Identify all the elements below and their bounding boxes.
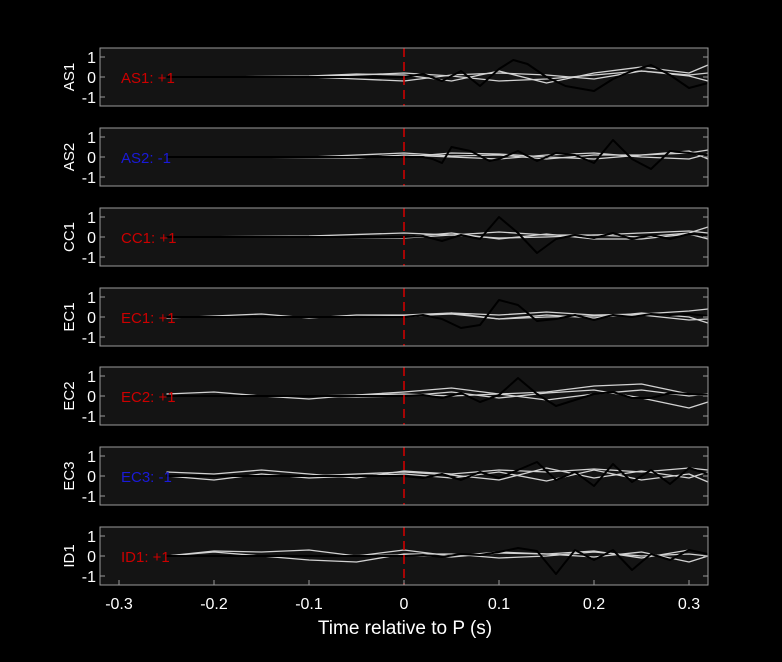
y-tick-label: 1 [87,529,96,546]
main-trace [166,547,709,575]
x-tick-label: 0.1 [488,596,510,613]
station-name: EC3 [61,461,78,490]
main-trace [166,216,709,254]
station-name: AS2 [61,143,78,171]
y-tick-label: -1 [82,569,96,586]
station-name: ID1 [61,544,78,567]
polarity-label: ID1: +1 [121,549,170,566]
x-tick-label: 0.2 [583,596,605,613]
x-tick-label: 0 [400,596,409,613]
y-tick-label: 1 [87,50,96,67]
station-name: AS1 [61,63,78,91]
main-trace [166,377,709,407]
polarity-label: EC2: +1 [121,389,176,406]
polarity-label: AS1: +1 [121,70,175,87]
gray-trace-1 [166,149,709,160]
y-tick-label: 0 [87,389,96,406]
gray-trace-3 [308,467,709,481]
polarity-label: EC1: +1 [121,310,176,327]
y-tick-label: 0 [87,469,96,486]
x-axis-label: Time relative to P (s) [318,618,492,639]
y-tick-label: -1 [82,250,96,267]
x-tick-label: 0.3 [678,596,700,613]
polarity-label: CC1: +1 [121,230,176,247]
x-tick-label: -0.3 [105,596,133,613]
y-tick-label: 0 [87,549,96,566]
x-tick-label: -0.2 [200,596,228,613]
y-tick-label: -1 [82,489,96,506]
main-trace [166,139,709,170]
y-tick-label: 1 [87,449,96,466]
station-name: CC1 [61,222,78,252]
y-tick-label: -1 [82,170,96,187]
y-tick-label: 1 [87,369,96,386]
y-tick-label: 0 [87,230,96,247]
y-tick-label: -1 [82,90,96,107]
y-tick-label: -1 [82,409,96,426]
gray-trace-1 [166,230,709,238]
x-tick-label: -0.1 [295,596,323,613]
y-tick-label: 1 [87,210,96,227]
main-trace [166,461,709,487]
polarity-label: EC3: -1 [121,469,172,486]
y-tick-label: 0 [87,150,96,167]
y-tick-label: 0 [87,310,96,327]
x-axis: -0.3 -0.2 -0.1 0 0.1 0.2 0.3 [105,580,700,613]
y-tick-label: 0 [87,70,96,87]
y-tick-label: 1 [87,130,96,147]
main-trace [166,299,709,329]
station-name: EC2 [61,381,78,410]
main-trace [166,59,709,92]
station-name: EC1 [61,302,78,331]
y-tick-label: 1 [87,290,96,307]
gray-trace-1 [166,467,709,479]
y-tick-label: -1 [82,330,96,347]
polarity-label: AS2: -1 [121,150,171,167]
